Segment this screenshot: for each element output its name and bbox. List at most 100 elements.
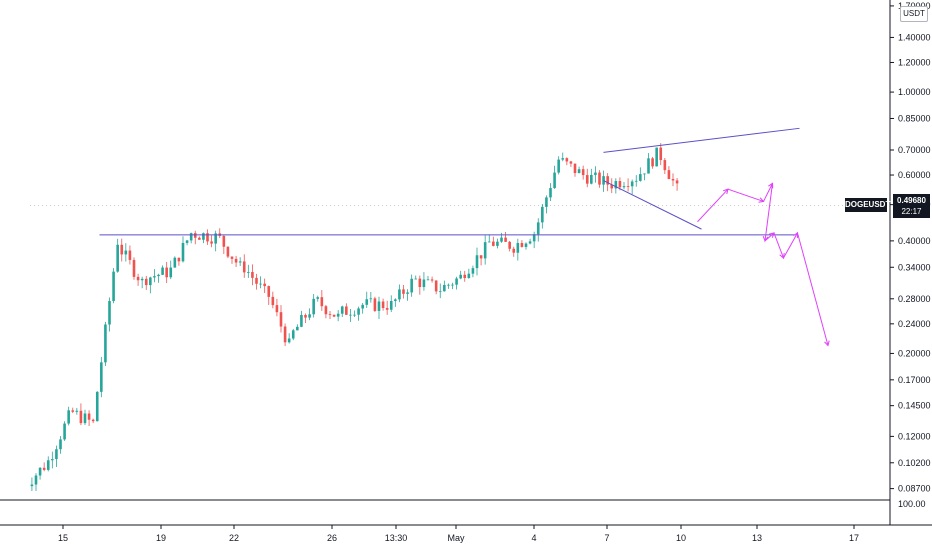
time-tick-label: 7 [604, 533, 609, 543]
trend-line[interactable] [603, 127, 800, 153]
time-tick-label: 13:30 [385, 533, 408, 543]
candle-body [320, 297, 324, 307]
price-tick-label: 0.24000 [898, 319, 931, 329]
time-axis[interactable]: 15 19 22 26 13:30 May 4 7 10 13 17 [58, 525, 859, 543]
candle-body [655, 147, 658, 167]
candle-body [565, 158, 569, 162]
time-tick-label: 15 [58, 533, 68, 543]
candle-body [222, 235, 226, 247]
candle-body [634, 180, 638, 182]
candle-body [132, 259, 136, 277]
price-axis[interactable]: 1.70000 1.40000 1.20000 1.00000 0.85000 0.700… [890, 1, 931, 494]
projection-arrowhead [762, 236, 769, 242]
candle-body [459, 274, 462, 279]
candle-body [667, 170, 671, 179]
candle-body [651, 158, 654, 167]
candle-body [287, 338, 291, 343]
sub-pane-label: 100.00 [898, 499, 926, 509]
candle-body [336, 313, 340, 317]
projection-arrowhead [758, 197, 765, 203]
candle-body [500, 237, 503, 242]
candle-body [124, 250, 128, 255]
time-tick-label: 19 [156, 533, 166, 543]
candle-body [161, 267, 164, 275]
candle-body [545, 197, 548, 207]
price-tick-label: 1.70000 [898, 1, 931, 11]
candle-body [242, 261, 246, 273]
candle-body [549, 188, 552, 198]
price-tick-label: 1.20000 [898, 57, 931, 67]
candle-body [75, 410, 79, 412]
candle-body [300, 315, 303, 327]
candle-body [51, 459, 54, 461]
candle-body [504, 237, 507, 242]
price-tick-label: 0.40000 [898, 236, 931, 246]
candle-body [259, 283, 262, 285]
candle-body [42, 467, 46, 470]
currency-unit-badge[interactable]: USDT [900, 6, 928, 22]
candle-body [541, 206, 544, 223]
candle-body [647, 158, 650, 174]
candle-body [247, 272, 250, 273]
candle-body [639, 174, 642, 181]
candle-body [230, 256, 234, 259]
candle-body [483, 242, 487, 259]
trend-line[interactable] [603, 180, 702, 230]
candle-body [263, 283, 266, 287]
candle-body [169, 267, 173, 278]
candle-body [238, 261, 242, 263]
candle-body [95, 391, 99, 422]
candle-body [475, 255, 479, 269]
candle-body [128, 250, 132, 260]
candle-body [594, 172, 597, 175]
candle-body [153, 276, 156, 278]
time-tick-label: 22 [229, 533, 239, 543]
candle-body [577, 169, 581, 174]
price-tick-label: 0.70000 [898, 145, 931, 155]
time-tick-label: 10 [676, 533, 686, 543]
price-tick-label: 0.08700 [898, 484, 931, 494]
candle-body [55, 449, 58, 460]
candle-body [516, 243, 520, 253]
candle-body [553, 172, 556, 189]
candle-body [91, 419, 95, 422]
candle-body [136, 276, 140, 281]
candle-body [414, 278, 418, 280]
candle-body [434, 280, 438, 292]
candle-body [487, 241, 491, 243]
candle-body [202, 233, 205, 240]
candle-body [59, 439, 62, 450]
candle-body [394, 299, 397, 301]
candle-body [46, 460, 50, 470]
candle-body [590, 174, 593, 184]
time-tick-label: May [447, 533, 465, 543]
candle-body [398, 289, 401, 300]
projection-path[interactable] [697, 183, 829, 346]
candle-body [177, 257, 181, 262]
candle-body [438, 291, 442, 293]
candle-body [316, 297, 320, 299]
candle-body [389, 300, 393, 310]
candle-body [353, 314, 356, 316]
price-tick-label: 0.34000 [898, 262, 931, 272]
candle-body [385, 308, 389, 310]
candle-body [357, 308, 360, 315]
price-tick-label: 0.14500 [898, 401, 931, 411]
candle-body [79, 410, 83, 424]
candle-body [536, 222, 540, 235]
candle-body [198, 237, 201, 240]
last-price-value: 0.49680 [897, 196, 926, 205]
candle-body [291, 330, 295, 339]
candle-body [104, 324, 107, 363]
candle-series [30, 143, 679, 491]
candle-body [116, 244, 119, 272]
projection-arrowhead [768, 182, 774, 189]
candle-body [622, 186, 626, 188]
candle-body [381, 301, 385, 309]
candle-body [67, 410, 70, 424]
candle-body [614, 181, 618, 189]
candle-body [165, 267, 168, 278]
price-tick-label: 0.60000 [898, 170, 931, 180]
candle-body [63, 423, 66, 440]
